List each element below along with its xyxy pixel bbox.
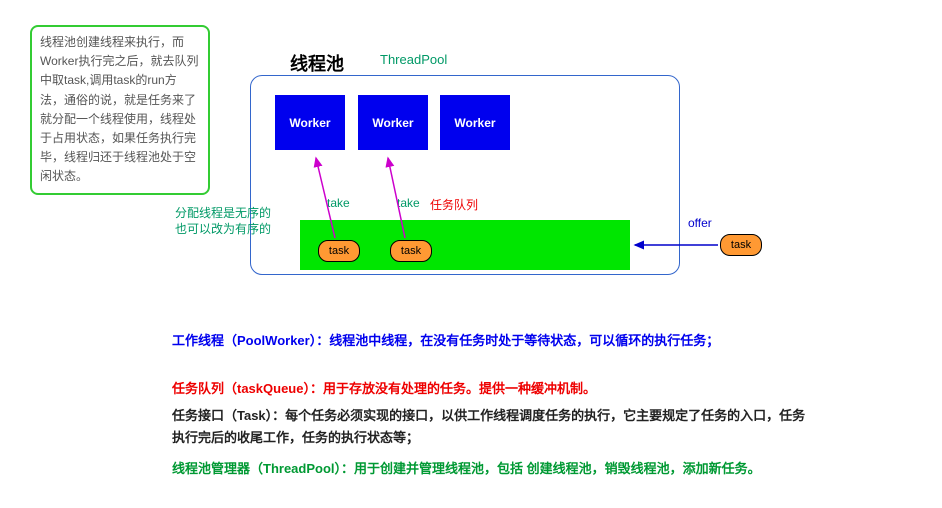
worker-box-2: Worker xyxy=(440,95,510,150)
description-line-2: 任务接口（Task）：每个任务必须实现的接口，以供工作线程调度任务的执行，它主要… xyxy=(172,405,812,449)
pool-title-en: ThreadPool xyxy=(380,52,447,67)
worker-box-0: Worker xyxy=(275,95,345,150)
description-line-1: 任务队列（taskQueue）：用于存放没有处理的任务。提供一种缓冲机制。 xyxy=(172,378,872,400)
queue-label: 任务队列 xyxy=(430,196,478,213)
description-line-0: 工作线程（PoolWorker）：线程池中线程，在没有任务时处于等待状态，可以循… xyxy=(172,330,812,352)
unordered-note-line1: 分配线程是无序的 xyxy=(175,204,271,221)
unordered-note-line2: 也可以改为有序的 xyxy=(175,220,271,237)
description-line-3: 线程池管理器（ThreadPool）：用于创建并管理线程池，包括 创建线程池，销… xyxy=(172,458,912,480)
take-label-2: take xyxy=(397,196,420,210)
task-pill-2: task xyxy=(720,234,762,256)
worker-box-1: Worker xyxy=(358,95,428,150)
task-pill-0: task xyxy=(318,240,360,262)
task-pill-1: task xyxy=(390,240,432,262)
take-label-1: take xyxy=(327,196,350,210)
description-note: 线程池创建线程来执行，而Worker执行完之后，就去队列中取task,调用tas… xyxy=(30,25,210,195)
pool-title-cn: 线程池 xyxy=(290,50,344,76)
offer-label: offer xyxy=(688,216,712,230)
